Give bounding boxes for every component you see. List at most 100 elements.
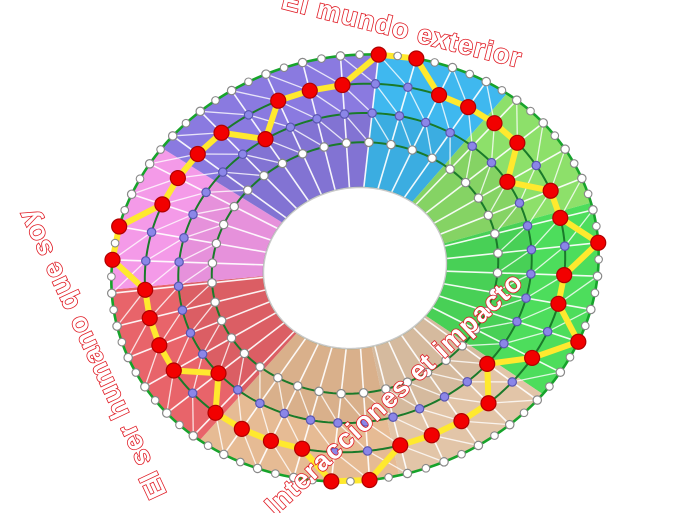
node-white [219, 449, 229, 460]
node-white [210, 297, 220, 307]
node-purple [360, 417, 371, 427]
mesh-diagonal [145, 237, 185, 262]
node-purple [388, 412, 398, 422]
mesh-diagonal [464, 146, 473, 183]
sector-shade-green-light [412, 142, 525, 244]
node-white [526, 106, 535, 116]
node-white [421, 463, 431, 473]
node-purple [312, 114, 322, 124]
node-purple [185, 328, 196, 338]
mesh-diagonal [340, 393, 367, 423]
node-white [117, 337, 127, 347]
mesh-diagonal [535, 122, 544, 166]
mesh-diagonal [310, 419, 336, 453]
node-purple [305, 415, 316, 425]
node-white [519, 408, 529, 418]
score-node-red [294, 440, 311, 457]
node-white [317, 54, 326, 63]
node-white [341, 138, 352, 148]
node-white [126, 189, 137, 200]
node-white [583, 189, 593, 199]
mesh-diagonal [181, 282, 213, 311]
node-white [255, 361, 265, 372]
node-white [140, 381, 150, 392]
node-white [473, 193, 484, 203]
score-node-red [552, 209, 569, 226]
node-purple [237, 149, 248, 160]
spoke-line [359, 347, 371, 481]
node-white [490, 229, 500, 239]
sector-shade-tan-dark [243, 332, 387, 422]
mesh-diagonal [503, 331, 548, 345]
spoke-line [111, 276, 264, 295]
mesh-diagonal [277, 377, 285, 414]
sector-shade-cyan [363, 114, 465, 203]
spoke-line [446, 241, 599, 260]
sector-shade-tan-light [371, 315, 491, 418]
mesh-diagonal [371, 112, 392, 145]
node-white [586, 304, 596, 315]
mesh-diagonal [290, 126, 325, 148]
score-node-red [207, 404, 224, 421]
spoke-line [119, 225, 267, 254]
node-white [314, 386, 324, 397]
node-white [569, 159, 579, 168]
spoke-line [438, 295, 579, 343]
score-node-red [141, 310, 158, 327]
node-purple [522, 221, 533, 231]
spoke-line [127, 300, 271, 359]
node-white [592, 271, 603, 281]
node-white [120, 205, 130, 215]
mesh-diagonal [202, 320, 223, 355]
mesh-diagonal [486, 297, 527, 313]
node-white [590, 288, 600, 298]
node-white [465, 69, 475, 79]
score-node-red [542, 182, 559, 199]
node-white [441, 355, 451, 366]
node-purple [367, 108, 377, 118]
mesh-diagonal [222, 171, 265, 177]
node-white [288, 472, 299, 483]
node-purple [197, 349, 208, 360]
node-purple [201, 187, 211, 198]
node-white [580, 321, 590, 331]
mesh-diagonal [407, 86, 427, 123]
node-white [439, 457, 449, 467]
node-white [156, 145, 165, 154]
mesh-diagonal [477, 162, 493, 199]
score-node-red [270, 92, 287, 109]
node-white [135, 174, 145, 184]
node-white [203, 441, 213, 451]
score-node-red [524, 349, 541, 367]
mesh-diagonal [488, 399, 538, 404]
node-white [550, 131, 560, 140]
node-purple [217, 167, 228, 177]
score-node-red [550, 295, 567, 312]
mesh-diagonal [497, 249, 532, 274]
spoke-line [330, 348, 347, 482]
node-white [188, 431, 199, 441]
mesh-diagonal [237, 353, 246, 390]
node-white [112, 321, 122, 331]
node-white [386, 139, 396, 150]
node-white [358, 388, 369, 398]
node-white [167, 131, 178, 141]
node-white [131, 368, 141, 377]
mesh-diagonal [151, 213, 194, 233]
mesh-diagonal [149, 153, 198, 165]
spoke-line [166, 322, 285, 414]
node-white [308, 475, 317, 485]
node-white [490, 431, 499, 440]
node-white [492, 268, 503, 278]
node-purple [329, 447, 340, 457]
node-white [243, 185, 253, 195]
node-white [273, 372, 283, 383]
node-white [402, 377, 413, 387]
node-white [545, 382, 554, 391]
node-white [207, 258, 218, 268]
score-node-red [392, 437, 409, 454]
node-white [594, 255, 603, 264]
node-white [555, 367, 566, 377]
score-node-red [499, 173, 516, 190]
score-node-red [423, 427, 440, 444]
